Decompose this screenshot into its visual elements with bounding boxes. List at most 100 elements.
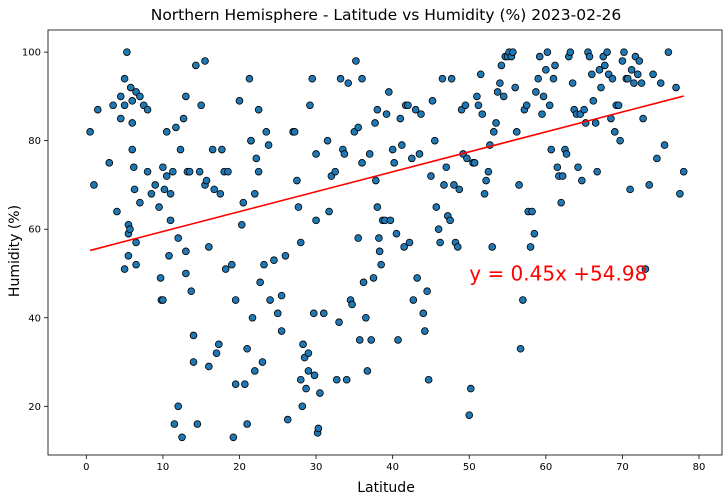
data-point bbox=[589, 97, 598, 105]
data-point bbox=[542, 66, 550, 74]
data-point bbox=[258, 358, 267, 366]
data-point bbox=[254, 167, 263, 176]
data-point bbox=[656, 79, 665, 87]
data-point bbox=[365, 150, 374, 158]
data-point bbox=[182, 269, 190, 278]
data-point bbox=[182, 247, 190, 256]
data-point bbox=[488, 243, 497, 251]
data-point bbox=[231, 296, 240, 304]
data-point bbox=[116, 92, 125, 101]
data-point bbox=[331, 167, 340, 176]
data-point bbox=[166, 216, 175, 225]
data-point bbox=[423, 287, 431, 295]
data-point bbox=[299, 340, 307, 349]
data-point bbox=[241, 380, 249, 388]
data-point bbox=[400, 243, 408, 251]
data-point bbox=[535, 52, 544, 61]
x-tick-label: 40 bbox=[386, 462, 399, 473]
data-point bbox=[243, 420, 251, 428]
data-point bbox=[369, 274, 378, 282]
data-point bbox=[93, 105, 102, 114]
data-point bbox=[434, 225, 443, 234]
data-point bbox=[254, 105, 263, 114]
data-point bbox=[128, 97, 137, 105]
data-point bbox=[616, 136, 624, 145]
data-point bbox=[627, 66, 636, 74]
data-point bbox=[151, 181, 160, 189]
x-tick-label: 80 bbox=[693, 462, 706, 473]
data-point bbox=[386, 216, 395, 225]
data-point bbox=[201, 57, 209, 65]
data-point bbox=[534, 74, 542, 83]
data-point bbox=[270, 256, 278, 265]
data-point bbox=[601, 61, 609, 70]
data-point bbox=[298, 402, 307, 411]
data-point bbox=[411, 105, 420, 114]
data-point bbox=[352, 57, 360, 65]
data-point bbox=[377, 260, 385, 269]
data-point bbox=[160, 185, 169, 194]
data-point bbox=[547, 145, 556, 154]
x-tick-label: 50 bbox=[463, 462, 476, 473]
x-tick-label: 60 bbox=[539, 462, 552, 473]
data-point bbox=[120, 74, 129, 83]
data-point bbox=[480, 190, 489, 198]
data-point bbox=[205, 362, 213, 371]
data-point bbox=[649, 70, 657, 79]
data-point bbox=[126, 225, 134, 234]
data-point bbox=[578, 176, 586, 185]
data-point bbox=[182, 92, 190, 101]
data-point bbox=[273, 309, 282, 318]
data-point bbox=[473, 92, 481, 101]
data-point bbox=[528, 207, 536, 216]
data-point bbox=[113, 207, 121, 216]
data-point bbox=[354, 234, 362, 242]
data-point bbox=[159, 163, 167, 172]
data-point bbox=[179, 114, 188, 123]
data-point bbox=[641, 265, 650, 273]
data-point bbox=[367, 336, 376, 344]
x-tick-label: 0 bbox=[83, 462, 89, 473]
data-point bbox=[306, 101, 314, 110]
data-point bbox=[293, 176, 301, 185]
data-point bbox=[170, 420, 179, 428]
data-point bbox=[427, 172, 435, 180]
data-point bbox=[126, 83, 135, 92]
data-point bbox=[159, 296, 167, 304]
data-point bbox=[388, 145, 397, 154]
data-point bbox=[512, 128, 521, 136]
data-point bbox=[562, 150, 571, 158]
data-point bbox=[174, 234, 183, 242]
data-point bbox=[635, 57, 644, 65]
data-point bbox=[156, 274, 165, 282]
data-point bbox=[404, 101, 412, 110]
data-point bbox=[344, 79, 353, 87]
data-point bbox=[453, 243, 462, 251]
data-point bbox=[147, 190, 156, 198]
data-point bbox=[162, 172, 171, 180]
y-tick-label: 20 bbox=[28, 402, 41, 413]
data-point bbox=[428, 97, 437, 105]
data-point bbox=[408, 154, 416, 163]
data-point bbox=[375, 234, 383, 242]
data-point bbox=[660, 141, 669, 149]
data-point bbox=[176, 145, 185, 154]
plot-area: 0 10 20 30 40 50 60 70 80 20 40 60 80 100 y = 0.45x +5… bbox=[22, 29, 723, 473]
data-point bbox=[461, 101, 470, 110]
data-point bbox=[489, 128, 498, 136]
data-point bbox=[239, 198, 248, 207]
data-point bbox=[574, 163, 582, 172]
data-point bbox=[470, 159, 479, 167]
data-point bbox=[558, 172, 567, 180]
data-point bbox=[165, 251, 173, 260]
data-point bbox=[478, 110, 487, 118]
data-point bbox=[210, 185, 219, 194]
y-tick-label: 100 bbox=[22, 48, 41, 59]
data-point bbox=[385, 88, 393, 96]
data-point bbox=[354, 123, 362, 132]
data-point bbox=[587, 70, 596, 79]
data-point bbox=[591, 119, 600, 127]
data-point bbox=[409, 296, 418, 304]
data-point bbox=[192, 61, 200, 70]
data-point bbox=[545, 101, 554, 110]
